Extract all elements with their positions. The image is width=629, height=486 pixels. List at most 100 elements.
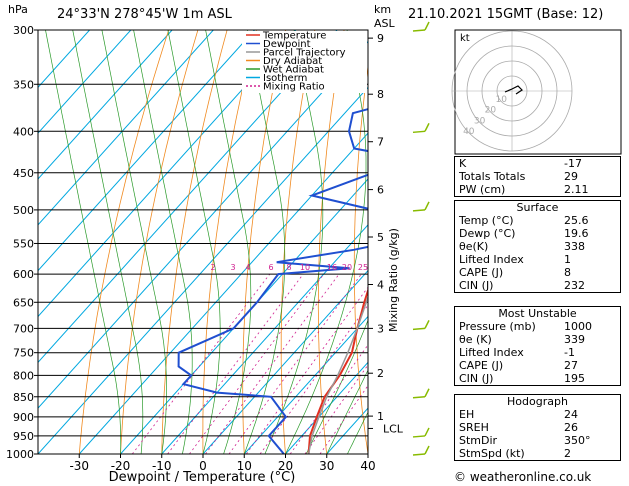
mixing-ratio-line <box>228 273 362 454</box>
isotherm-line <box>38 86 368 454</box>
mu-cape-value: 27 <box>564 359 578 372</box>
dry-adiabat-line <box>161 30 228 454</box>
series-line-dewpoint <box>177 108 368 454</box>
hodograph-trace <box>504 85 523 95</box>
isotherm-line <box>38 30 297 318</box>
pressure-tick-label: 650 <box>13 296 34 309</box>
surface-theta-value: 338 <box>564 240 585 253</box>
mixing-ratio-line <box>131 273 271 454</box>
isotherm-line <box>202 269 368 454</box>
mu-cape-label: CAPE (J) <box>459 359 504 372</box>
pw-label: PW (cm) <box>459 183 506 196</box>
mixing-ratio-tick-label: 8 <box>286 263 291 272</box>
dry-adiabat-line <box>120 30 199 454</box>
wet-adiabat-line <box>72 30 144 454</box>
km-tick-label: 3 <box>377 322 384 335</box>
mixing-ratio-line <box>259 304 368 454</box>
pressure-tick-label: 800 <box>13 369 34 382</box>
wind-barb-shaft <box>412 435 426 438</box>
eh-value: 24 <box>564 408 578 421</box>
isotherm-line <box>38 40 368 409</box>
most-unstable-table: Most Unstable Pressure (mb) 1000 θe (K) 33… <box>454 306 621 386</box>
k-label: K <box>459 157 467 170</box>
wind-barb <box>424 21 430 31</box>
temperature-tick-label: 20 <box>278 459 293 473</box>
sreh-label: SREH <box>459 421 489 434</box>
pressure-tick-label: 700 <box>13 322 34 335</box>
pressure-tick-label: 1000 <box>6 448 34 461</box>
km-tick-label: 1 <box>377 410 384 423</box>
stmdir-value: 350° <box>564 434 591 447</box>
series-line-parcel-trajectory <box>307 294 368 454</box>
km-tick-label: 9 <box>377 32 384 45</box>
hodograph-ring-label: 40 <box>463 127 475 137</box>
stmdir-label: StmDir <box>459 434 498 447</box>
tt-value: 29 <box>564 170 578 183</box>
dry-adiabat-line <box>280 30 316 454</box>
tt-label: Totals Totals <box>459 170 526 183</box>
x-axis-label: Dewpoint / Temperature (°C) <box>109 470 296 485</box>
mu-cin-value: 195 <box>564 372 585 385</box>
stmspd-value: 2 <box>564 447 571 460</box>
wind-barb <box>424 201 430 211</box>
hodograph-ring-label: 10 <box>495 95 507 105</box>
legend-label: Isotherm <box>263 73 307 84</box>
mixing-ratio-tick-label: 3 <box>230 263 235 272</box>
wind-barb <box>424 427 430 437</box>
isotherm-line <box>38 30 214 226</box>
mixing-ratio-line <box>246 286 368 454</box>
km-unit-label: km <box>374 3 391 16</box>
km-tick-label: 5 <box>377 231 384 244</box>
dry-adiabat-line <box>78 30 170 454</box>
isotherm-line <box>38 30 132 134</box>
surface-cape-label: CAPE (J) <box>459 266 504 279</box>
mu-cin-label: CIN (J) <box>459 372 494 385</box>
wind-barb-shaft <box>412 453 426 456</box>
temperature-tick-label: 40 <box>360 459 375 473</box>
wet-adiabat-line <box>305 319 368 454</box>
dry-adiabat-line <box>353 63 368 454</box>
hodograph-table: Hodograph EH 24 SREH 26 StmDir 350° StmSpd … <box>454 394 621 461</box>
mixing-ratio-tick-label: 2 <box>210 263 215 272</box>
mixing-ratio-tick-label: 16 <box>327 263 337 272</box>
mu-pressure-value: 1000 <box>564 320 592 333</box>
wet-adiabat-line <box>45 30 122 454</box>
wind-barb <box>424 388 430 398</box>
mixing-ratio-tick-label: 20 <box>342 263 352 272</box>
stmspd-label: StmSpd (kt) <box>459 447 525 460</box>
k-value: -17 <box>564 157 582 170</box>
mixing-ratio-tick-label: 4 <box>245 263 250 272</box>
hodograph-ring-label: 20 <box>485 106 497 116</box>
temperature-tick-label: 0 <box>199 459 207 473</box>
pressure-tick-label: 850 <box>13 391 34 404</box>
pressure-tick-label: 750 <box>13 347 34 360</box>
mixing-ratio-tick-label: 25 <box>358 263 368 272</box>
isotherm-line <box>78 132 368 454</box>
surface-cape-value: 8 <box>564 266 571 279</box>
wind-barb <box>424 122 430 132</box>
mu-pressure-label: Pressure (mb) <box>459 320 536 333</box>
wind-barb-shaft <box>412 209 426 212</box>
legend-label: Dry Adiabat <box>263 56 322 67</box>
km-tick-label: 6 <box>377 184 384 197</box>
isotherm-line <box>285 361 368 454</box>
temperature-tick-label: 30 <box>319 459 334 473</box>
pressure-tick-label: 550 <box>13 237 34 250</box>
legend-label: Wet Adiabat <box>263 65 324 76</box>
surface-temp-value: 25.6 <box>564 214 589 227</box>
wet-adiabat-line <box>285 30 367 454</box>
hodograph-table-title: Hodograph <box>507 395 568 408</box>
temperature-tick-label: -20 <box>111 459 131 473</box>
pressure-tick-label: 900 <box>13 411 34 424</box>
pressure-tick-label: 600 <box>13 268 34 281</box>
surface-title: Surface <box>516 201 559 214</box>
isotherm-line <box>38 30 173 180</box>
mu-theta-value: 339 <box>564 333 585 346</box>
surface-li-value: 1 <box>564 253 571 266</box>
surface-cin-value: 232 <box>564 279 585 292</box>
wind-barb <box>424 320 430 329</box>
hodograph-unit-label: kt <box>460 33 470 44</box>
credit-label: © weatheronline.co.uk <box>454 470 592 484</box>
mu-li-label: Lifted Index <box>459 346 524 359</box>
